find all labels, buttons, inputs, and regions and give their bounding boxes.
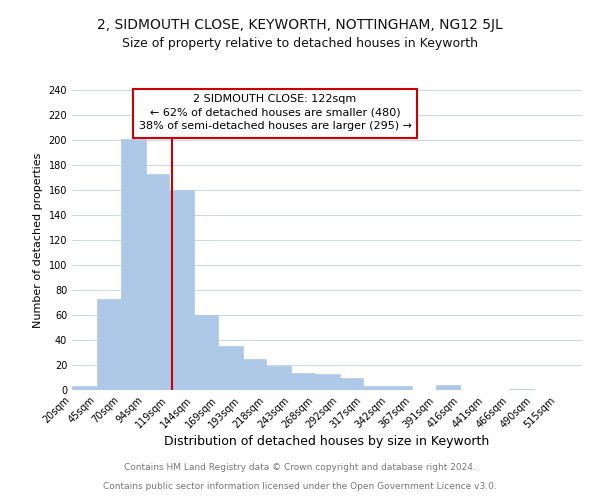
Bar (218, 346, 242, 390)
X-axis label: Distribution of detached houses by size in Keyworth: Distribution of detached houses by size … (164, 436, 490, 448)
Bar (315, 374, 340, 390)
Text: Contains HM Land Registry data © Crown copyright and database right 2024.: Contains HM Land Registry data © Crown c… (124, 464, 476, 472)
Bar (266, 366, 291, 390)
Bar (363, 386, 388, 390)
FancyBboxPatch shape (133, 89, 417, 138)
Text: 2, SIDMOUTH CLOSE, KEYWORTH, NOTTINGHAM, NG12 5JL: 2, SIDMOUTH CLOSE, KEYWORTH, NOTTINGHAM,… (97, 18, 503, 32)
Bar (169, 190, 194, 390)
Bar (388, 386, 412, 390)
Bar (242, 359, 266, 390)
Text: 38% of semi-detached houses are larger (295) →: 38% of semi-detached houses are larger (… (139, 121, 412, 131)
Bar (145, 174, 169, 390)
Bar (339, 378, 363, 390)
Text: Contains public sector information licensed under the Open Government Licence v3: Contains public sector information licen… (103, 482, 497, 491)
Bar (194, 315, 218, 390)
Text: ← 62% of detached houses are smaller (480): ← 62% of detached houses are smaller (48… (150, 108, 400, 118)
Bar (72, 386, 97, 390)
Text: 2 SIDMOUTH CLOSE: 122sqm: 2 SIDMOUTH CLOSE: 122sqm (193, 94, 356, 104)
Bar (121, 138, 146, 390)
Bar (97, 298, 121, 390)
Text: Size of property relative to detached houses in Keyworth: Size of property relative to detached ho… (122, 38, 478, 51)
Y-axis label: Number of detached properties: Number of detached properties (33, 152, 43, 328)
Bar (509, 389, 534, 390)
Bar (291, 372, 315, 390)
Bar (436, 385, 460, 390)
